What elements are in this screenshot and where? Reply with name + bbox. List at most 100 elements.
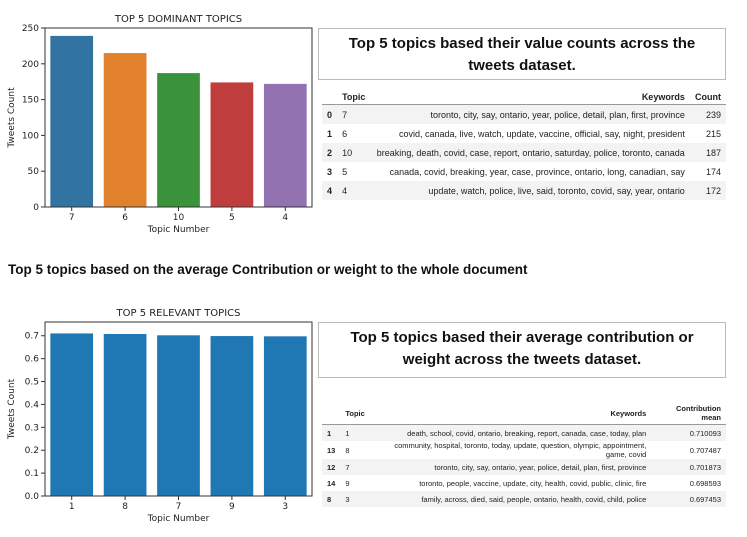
y-tick-label: 0.1 [25, 469, 39, 479]
table-row: 8 3 family, across, died, said, people, on… [322, 491, 726, 507]
cell: toronto, people, vaccine, update, city, … [419, 478, 647, 488]
cell: 0.707487 [689, 445, 721, 455]
y-tick-label: 50 [28, 167, 40, 177]
row-index: 3 [327, 166, 333, 177]
cell: breaking, death, covid, case, report, on… [376, 147, 685, 158]
table-body: 1 1 death, school, covid, ontario, breakin… [322, 424, 726, 507]
section-heading: Top 5 topics based on the average Contri… [8, 262, 528, 277]
cell: 4 [342, 185, 348, 196]
header-cell [322, 90, 338, 105]
y-tick-label: 0.2 [25, 446, 39, 456]
header-cell: Topic [337, 90, 371, 105]
table-row: 4 4 update, watch, police, live, said, tor… [322, 181, 726, 200]
x-tick-label: 3 [282, 502, 288, 512]
cell: 8 [345, 445, 350, 455]
y-tick-label: 0.6 [25, 355, 40, 365]
cell: 174 [705, 166, 721, 177]
y-tick-label: 0 [33, 203, 39, 213]
bar [263, 83, 307, 207]
y-tick-label: 0.4 [25, 400, 40, 410]
x-tick-label: 4 [282, 213, 288, 223]
bar [50, 35, 94, 207]
table-body: 0 7 toronto, city, say, ontario, year, pol… [322, 104, 726, 200]
header-cell: Topic [340, 402, 370, 425]
table-row: 1 1 death, school, covid, ontario, breakin… [322, 424, 726, 441]
cell: 5 [342, 166, 348, 177]
chart-title: TOP 5 RELEVANT TOPICS [116, 308, 241, 319]
cell: 7 [345, 462, 350, 472]
x-tick-label: 7 [69, 213, 75, 223]
header-cell: Contribution mean [651, 402, 726, 425]
table-head: Topic Keywords Count [322, 90, 726, 105]
x-tick-label: 5 [229, 213, 235, 223]
cell: 7 [342, 109, 348, 120]
y-tick-label: 150 [22, 96, 39, 106]
y-tick-label: 0.3 [25, 423, 39, 433]
table-row: 0 7 toronto, city, say, ontario, year, pol… [322, 104, 726, 124]
header-row: Topic Keywords Count [322, 90, 726, 105]
chart-title: TOP 5 DOMINANT TOPICS [114, 14, 242, 25]
cell: 239 [705, 109, 721, 120]
panel-heading: Top 5 topics based their average contrib… [318, 322, 726, 378]
cell: 0.710093 [689, 428, 721, 438]
table-row: 13 8 community, hospital, toronto, today, … [322, 441, 726, 459]
bar [263, 336, 307, 496]
y-tick-label: 0.7 [25, 332, 39, 342]
row-index: 0 [327, 109, 333, 120]
y-tick-label: 250 [22, 24, 39, 34]
table-row: 12 7 toronto, city, say, ontario, year, po… [322, 459, 726, 475]
bar [50, 333, 94, 496]
y-tick-label: 200 [22, 60, 39, 70]
x-axis-label: Topic Number [147, 225, 210, 235]
header-cell: Keywords [370, 90, 690, 105]
cell: 0.698593 [689, 478, 721, 488]
cell: 0.697453 [689, 494, 721, 504]
cell: community, hospital, toronto, today, upd… [394, 441, 647, 459]
y-tick-label: 100 [22, 131, 39, 141]
cell: 215 [705, 128, 721, 139]
row-index: 2 [327, 147, 333, 158]
cell: 172 [705, 185, 721, 196]
row-index: 1 [327, 428, 332, 438]
bar [210, 336, 254, 496]
cell: 6 [342, 128, 348, 139]
table-row: 3 5 canada, covid, breaking, year, case, p… [322, 162, 726, 181]
cell: toronto, city, say, ontario, year, polic… [434, 462, 647, 472]
bar [210, 82, 254, 207]
row-index: 4 [327, 185, 333, 196]
table-row: 2 10 breaking, death, covid, case, report,… [322, 143, 726, 162]
cell: covid, canada, live, watch, update, vacc… [398, 128, 685, 139]
y-tick-label: 0.5 [25, 378, 39, 388]
topic-table: Topic Keywords Count 0 7 toronto, city, say, … [322, 90, 726, 200]
cell: 3 [345, 494, 350, 504]
cell: update, watch, police, live, said, toron… [428, 185, 685, 196]
panel-heading: Top 5 topics based their value counts ac… [318, 28, 726, 80]
y-tick-label: 0.0 [25, 492, 40, 502]
header-cell: Keywords [369, 402, 652, 425]
x-tick-label: 10 [173, 213, 185, 223]
cell: 0.701873 [689, 462, 721, 472]
cell: toronto, city, say, ontario, year, polic… [430, 109, 685, 120]
y-axis-label: Tweets Count [7, 378, 17, 440]
cell: 10 [342, 147, 353, 158]
row-index: 8 [327, 494, 332, 504]
x-tick-label: 1 [69, 502, 75, 512]
header-cell: Count [689, 90, 726, 105]
cell: 9 [345, 478, 350, 488]
cell: canada, covid, breaking, year, case, pro… [389, 166, 685, 177]
topic-table: Topic Keywords Contribution mean 1 1 death, s… [322, 402, 726, 507]
bar [157, 335, 200, 496]
plot-frame [44, 27, 313, 208]
bar [103, 334, 147, 496]
row-index: 1 [327, 128, 333, 139]
y-axis-label: Tweets Count [7, 87, 17, 149]
cell: 1 [345, 428, 350, 438]
bar [103, 53, 147, 208]
table-row: 14 9 toronto, people, vaccine, update, cit… [322, 475, 726, 491]
header-cell [322, 402, 341, 425]
header-row: Topic Keywords Contribution mean [322, 402, 726, 425]
x-tick-label: 6 [122, 213, 128, 223]
row-index: 13 [327, 445, 336, 455]
